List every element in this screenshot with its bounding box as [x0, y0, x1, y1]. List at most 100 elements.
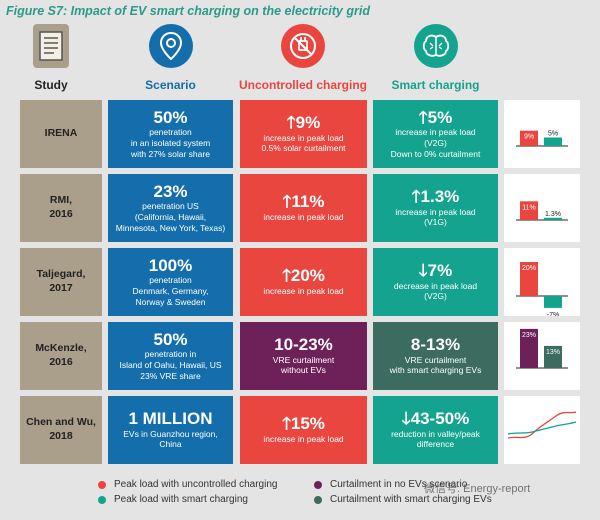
header-scenario-label: Scenario: [145, 78, 196, 92]
scen-cell: 23% penetration US (California, Hawaii, M…: [108, 174, 233, 242]
header-scenario: Scenario: [108, 24, 233, 92]
scen-cell: 100% penetration Denmark, Germany, Norway…: [108, 248, 233, 316]
cell-value: 50%: [153, 329, 188, 349]
uncontrolled-line: [507, 411, 577, 439]
legend-item-curtail-smart: Curtailment with smart charging EVs: [314, 494, 492, 505]
smart-cell: 🡑1.3% increase in peak load (V1G): [373, 174, 498, 242]
study-cell: IRENA: [20, 100, 102, 168]
bar-value-label: 13%: [546, 349, 560, 356]
legend-item-curtail-noev: Curtailment in no EVs scenario: [314, 479, 467, 490]
mini-bar-chart: 11% 1.3%: [504, 174, 580, 242]
cell-value: 23%: [153, 181, 188, 201]
cell-value: 10-23%: [274, 335, 333, 355]
study-cell: RMI, 2016: [20, 174, 102, 242]
bar: [544, 137, 562, 146]
cell-value: 🡑15%: [282, 414, 325, 434]
legend-label: Curtailment with smart charging EVs: [330, 494, 492, 505]
study-name: Taljegard, 2017: [36, 268, 86, 294]
legend-dot: [98, 480, 106, 489]
cell-description: VRE curtailment with smart charging EVs: [389, 354, 482, 376]
mini-bar-chart: 23% 13%: [504, 322, 580, 390]
bar: [520, 130, 538, 146]
cell-value: 🡓43-50%: [401, 409, 470, 429]
figure-title: Figure S7: Impact of EV smart charging o…: [6, 4, 370, 18]
unc-cell: 10-23% VRE curtailment without EVs: [240, 322, 367, 390]
smart-cell: 8-13% VRE curtailment with smart charging…: [373, 322, 498, 390]
cell-value: 50%: [153, 107, 188, 127]
bar: [520, 262, 538, 296]
scen-cell: 50% penetration in Island of Oahu, Hawaii…: [108, 322, 233, 390]
header-smart-label: Smart charging: [391, 78, 480, 92]
study-cell: Chen and Wu, 2018: [20, 396, 102, 464]
study-name: IRENA: [44, 127, 78, 140]
cell-description: penetration in an isolated system with 2…: [130, 127, 211, 159]
cell-value: 🡑5%: [418, 107, 453, 127]
cell-description: EVs in Guanzhou region, China: [123, 428, 218, 450]
bar-value-label: -7%: [547, 312, 559, 316]
legend-dot: [314, 495, 322, 504]
cell-description: increase in peak load 0.5% solar curtail…: [261, 132, 346, 154]
header-smart: Smart charging: [373, 24, 498, 92]
header-study: Study: [20, 24, 82, 92]
bar: [520, 201, 538, 220]
brain-icon: [413, 24, 458, 68]
smart-cell: 🡓43-50% reduction in valley/peak differen…: [373, 396, 498, 464]
trend-lines: [507, 411, 577, 439]
legend-label: Curtailment in no EVs scenario: [330, 479, 468, 490]
scen-cell: 50% penetration in an isolated system wit…: [108, 100, 233, 168]
header-study-label: Study: [34, 78, 68, 92]
plug-icon: [281, 24, 325, 68]
cell-value: 🡑20%: [282, 266, 325, 286]
mini-bar-chart: 9% 5%: [504, 100, 580, 168]
bar-value-label: 9%: [524, 134, 534, 141]
cell-description: reduction in valley/peak difference: [391, 428, 480, 450]
legend-dot: [314, 480, 322, 489]
cell-description: increase in peak load: [263, 434, 344, 445]
mini-bar-chart: 20% -7%: [504, 248, 580, 319]
legend-dot: [98, 495, 106, 504]
bar-value-label: 23%: [522, 332, 536, 339]
document-icon: [33, 24, 69, 68]
location-pin-icon: [148, 24, 193, 68]
mini-bar-chart: [504, 396, 580, 464]
bar-value-label: 5%: [548, 131, 558, 138]
bar-value-label: 1.3%: [545, 211, 561, 218]
cell-description: penetration in Island of Oahu, Hawaii, U…: [119, 349, 222, 381]
study-cell: Taljegard, 2017: [20, 248, 102, 316]
bar-value-label: 11%: [522, 204, 536, 211]
unc-cell: 🡑9% increase in peak load 0.5% solar curt…: [240, 100, 367, 168]
cell-description: penetration US (California, Hawaii, Minn…: [115, 201, 226, 233]
legend-label: Peak load with uncontrolled charging: [114, 479, 278, 490]
header-uncontrolled: Uncontrolled charging: [238, 24, 368, 92]
unc-cell: 🡑15% increase in peak load: [240, 396, 367, 464]
bar: [520, 328, 538, 368]
cell-description: decrease in peak load (V2G): [393, 280, 478, 302]
cell-value: 100%: [148, 255, 193, 275]
legend-label: Peak load with smart charging: [114, 494, 248, 505]
legend-item-uncontrolled: Peak load with uncontrolled charging: [98, 479, 277, 490]
watermark: 微信号: Energy-report: [424, 483, 531, 495]
study-name: RMI, 2016: [49, 194, 73, 220]
cell-value: 🡑9%: [286, 113, 321, 133]
study-name: McKenzle, 2016: [35, 342, 87, 368]
unc-cell: 🡑20% increase in peak load: [240, 248, 367, 316]
header-uncontrolled-label: Uncontrolled charging: [238, 78, 367, 92]
unc-cell: 🡑11% increase in peak load: [240, 174, 367, 242]
smart-cell: 🡑5% increase in peak load (V2G) Down to 0…: [373, 100, 498, 168]
cell-description: VRE curtailment without EVs: [272, 354, 335, 376]
scen-cell: 1 MILLION EVs in Guanzhou region, China: [108, 396, 233, 464]
cell-value: 8-13%: [410, 335, 461, 355]
cell-description: increase in peak load (V2G) Down to 0% c…: [390, 127, 481, 159]
cell-description: increase in peak load: [263, 286, 344, 297]
smart-line: [507, 421, 577, 435]
bar: [544, 217, 562, 220]
cell-description: increase in peak load (V1G): [395, 206, 476, 228]
cell-value: 🡓7%: [418, 261, 453, 281]
smart-cell: 🡓7% decrease in peak load (V2G): [373, 248, 498, 316]
cell-description: penetration Denmark, Germany, Norway & S…: [132, 275, 209, 307]
study-cell: McKenzle, 2016: [20, 322, 102, 390]
bar: [544, 296, 562, 308]
bar-value-label: 20%: [522, 265, 536, 272]
cell-value: 🡑11%: [282, 192, 325, 212]
cell-value: 🡑1.3%: [411, 187, 460, 207]
